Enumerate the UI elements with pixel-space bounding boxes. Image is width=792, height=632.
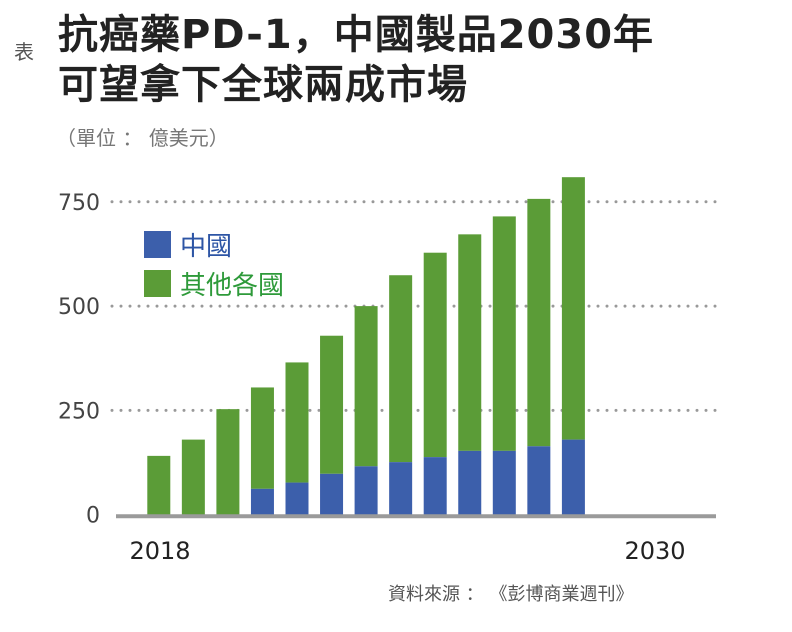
bar-china-2022 (285, 482, 309, 515)
bar-china-2027 (458, 450, 482, 515)
title-line-2: 可望拿下全球兩成市場 (58, 62, 468, 108)
bar-china-2024 (354, 466, 378, 515)
bar-china-2029 (527, 446, 551, 515)
y-tick-label: 250 (58, 399, 100, 424)
bar-china-2023 (320, 473, 344, 515)
bar-others-2027 (458, 234, 482, 451)
y-tick-label: 750 (58, 191, 100, 216)
bar-others-2018 (147, 455, 171, 515)
bar-others-2030 (561, 177, 585, 440)
bar-others-2025 (389, 275, 413, 463)
legend-label: 其他各國 (180, 271, 284, 301)
bar-china-2021 (250, 488, 274, 515)
bar-others-2019 (181, 439, 205, 515)
legend-swatch-1 (144, 270, 171, 297)
bar-others-2028 (492, 216, 516, 451)
bar-china-2028 (492, 450, 516, 515)
bar-china-2025 (389, 462, 413, 515)
bar-others-2022 (285, 362, 309, 483)
legend-swatch-0 (144, 231, 171, 258)
bar-china-2030 (561, 439, 585, 515)
title-line-1: 抗癌藥PD-1，中國製品2030年 (58, 12, 655, 58)
bar-others-2021 (250, 387, 274, 489)
source-note: 資料來源 ： 《彭博商業週刊》 (388, 584, 634, 605)
bar-others-2029 (527, 198, 551, 447)
title-prefix: 表 (14, 40, 34, 64)
y-tick-label: 0 (86, 504, 100, 529)
legend-label: 中國 (180, 232, 232, 262)
bar-others-2023 (320, 335, 344, 474)
unit-label: （單位 ： 億美元） (56, 126, 229, 150)
x-tick-label: 2018 (129, 537, 190, 565)
bar-china-2026 (423, 457, 447, 515)
bar-others-2024 (354, 306, 378, 467)
page-title: 抗癌藥PD-1，中國製品2030年 可望拿下全球兩成市場 (58, 10, 654, 110)
bar-others-2020 (216, 409, 240, 515)
bar-others-2026 (423, 252, 447, 458)
y-tick-label: 500 (58, 295, 100, 320)
x-tick-label: 2030 (624, 537, 685, 565)
